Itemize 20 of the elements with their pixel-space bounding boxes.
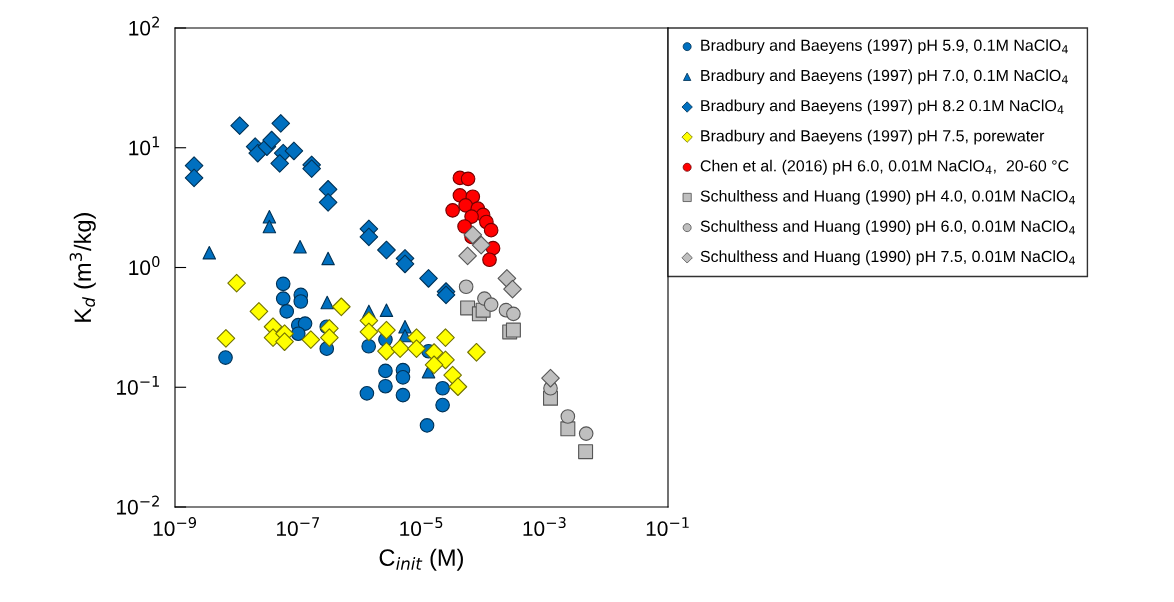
legend-label: Chen et al. (2016) pH 6.0, 0.01M NaClO$_{4}$, 20-60 °C xyxy=(700,159,1069,175)
y-tick-label: 10$^{2}$ xyxy=(129,16,159,36)
y-tick-label: 10$^{1}$ xyxy=(129,136,160,156)
y-axis-title: K$_{d}$ (m$^{3}$/kg) xyxy=(69,213,96,322)
legend-label: Bradbury and Baeyens (1997) pH 5.9, 0.1M NaClO$_{4}$ xyxy=(701,39,1068,55)
x-tick-label: 10$^{−7}$ xyxy=(277,517,320,537)
y-tick-label: 10$^{−2}$ xyxy=(117,495,159,515)
legend-label: Schulthess and Huang (1990) pH 4.0, 0.01M NaClO$_{4}$ xyxy=(700,189,1076,205)
x-tick-label: 10$^{−1}$ xyxy=(646,517,689,537)
x-tick-label: 10$^{−5}$ xyxy=(400,517,443,537)
legend-label: Schulthess and Huang (1990) pH 6.0, 0.01M NaClO$_{4}$ xyxy=(700,220,1076,236)
legend-label: Bradbury and Baeyens (1997) pH 7.0, 0.1M NaClO$_{4}$ xyxy=(701,69,1068,85)
y-tick-label: 10$^{−1}$ xyxy=(117,376,160,395)
x-tick-label: 10$^{−9}$ xyxy=(153,517,197,537)
y-tick-label: 10$^{0}$ xyxy=(129,256,160,276)
legend-label: Schulthess and Huang (1990) pH 7.5, 0.01M NaClO$_{4}$ xyxy=(700,250,1076,266)
legend-label: Bradbury and Baeyens (1997) pH 8.2 0.1M NaClO$_{4}$ xyxy=(701,99,1064,115)
legend-label: Bradbury and Baeyens (1997) pH 7.5, porewater xyxy=(701,129,1045,145)
x-tick-label: 10$^{−3}$ xyxy=(523,517,566,537)
x-axis-title: C$_{init}$ (M) xyxy=(379,548,463,571)
